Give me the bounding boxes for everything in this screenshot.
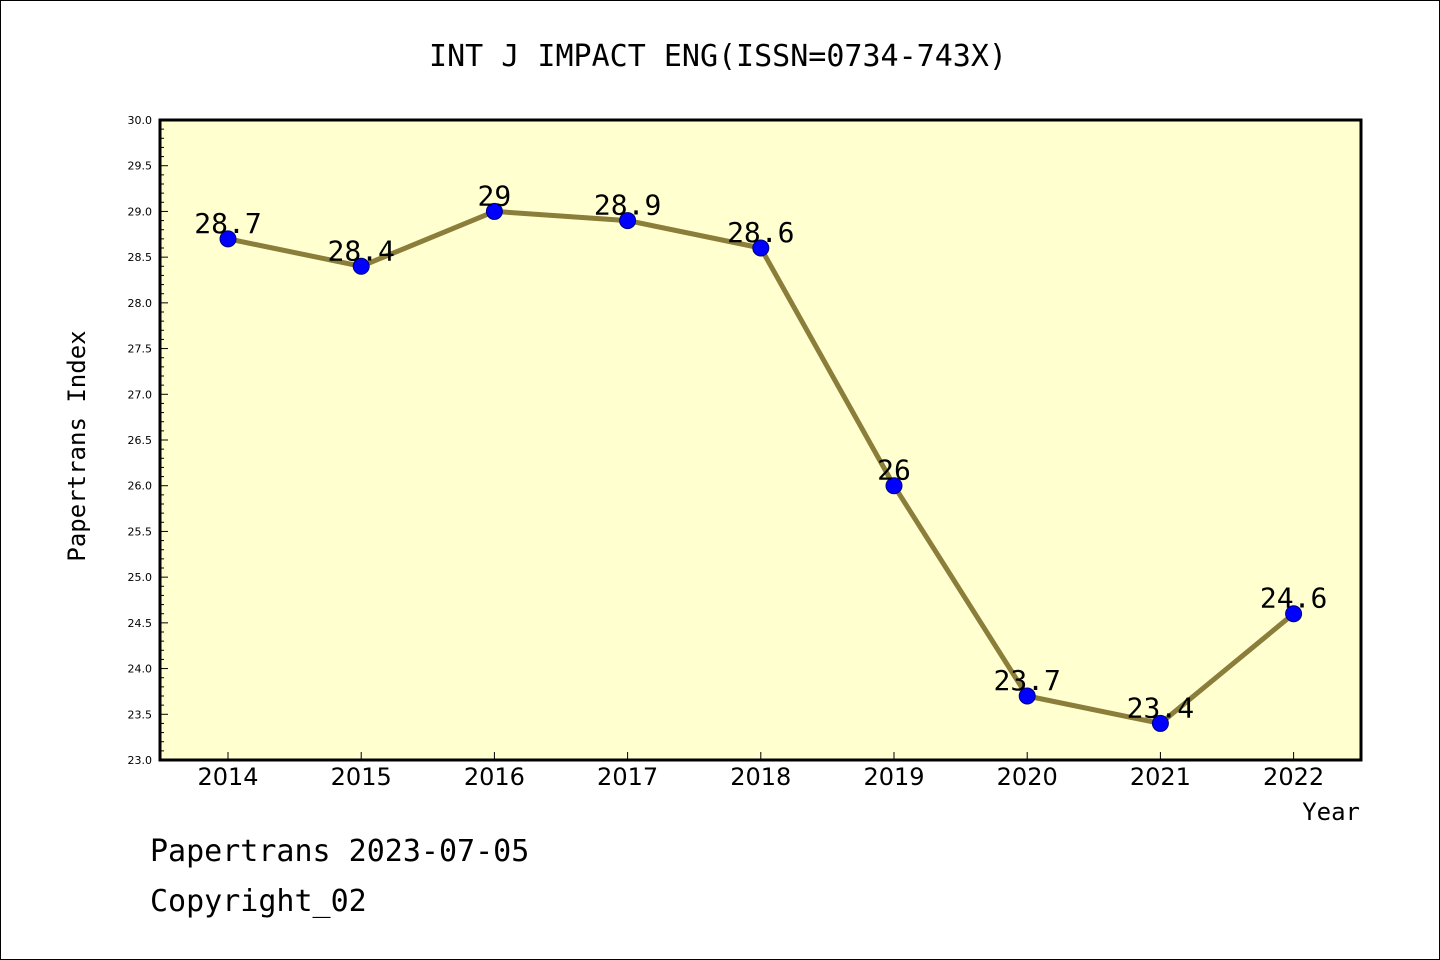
series-group: 28.7 28.4 29 28.9 28.6 26 23.7 23.4 24.6: [194, 179, 1327, 732]
y-tick-label: 28.5: [128, 251, 153, 264]
data-point: [352, 257, 370, 275]
data-label: 26: [877, 454, 911, 487]
data-label: 29: [478, 179, 512, 212]
data-label: 23.7: [993, 664, 1060, 697]
data-label: 28.9: [594, 189, 661, 222]
x-tick-label: 2022: [1263, 763, 1324, 791]
footer-date: Papertrans 2023-07-05: [150, 834, 530, 869]
x-tick-label: 2019: [863, 763, 924, 791]
y-axis: 23.0 23.5 24.0 24.5 25.0 25.5 26.0 26.5 27.0 27.5…: [128, 114, 168, 767]
y-tick-label: 30.0: [128, 114, 153, 127]
y-tick-label: 27.0: [128, 388, 153, 401]
y-tick-label: 29.0: [128, 205, 153, 218]
data-point: [752, 239, 770, 257]
data-point: [1151, 714, 1169, 732]
data-point: [1018, 687, 1036, 705]
y-tick-label: 23.0: [128, 754, 153, 767]
data-label: 28.7: [194, 207, 261, 240]
y-tick-label: 25.5: [128, 525, 153, 538]
data-point: [885, 477, 903, 495]
x-tick-label: 2020: [997, 763, 1058, 791]
y-tick-label: 25.0: [128, 571, 153, 584]
footer-copyright: Copyright_02: [150, 884, 367, 919]
x-axis-label: Year: [1302, 798, 1360, 826]
x-tick-label: 2021: [1130, 763, 1191, 791]
data-point: [619, 212, 637, 230]
x-tick-label: 2014: [197, 763, 258, 791]
x-tick-label: 2016: [464, 763, 525, 791]
data-label: 28.6: [727, 216, 794, 249]
plot-area: [158, 118, 1363, 762]
y-tick-label: 28.0: [128, 297, 153, 310]
x-tick-label: 2018: [730, 763, 791, 791]
data-point: [219, 230, 237, 248]
y-tick-label: 29.5: [128, 160, 153, 173]
y-tick-label: 26.0: [128, 480, 153, 493]
data-label: 28.4: [327, 234, 394, 267]
data-point: [1285, 605, 1303, 623]
data-label: 24.6: [1260, 582, 1327, 615]
x-tick-label: 2015: [331, 763, 392, 791]
x-axis: 2014 2015 2016 2017 2018 2019 2020 2021 2022: [197, 752, 1324, 791]
y-tick-label: 26.5: [128, 434, 153, 447]
y-tick-label: 27.5: [128, 343, 153, 356]
data-point: [485, 202, 503, 220]
data-label: 23.4: [1127, 691, 1194, 724]
y-tick-label: 23.5: [128, 708, 153, 721]
y-tick-label: 24.0: [128, 663, 153, 676]
chart-title: INT J IMPACT ENG(ISSN=0734-743X): [429, 39, 1007, 74]
x-tick-label: 2017: [597, 763, 658, 791]
y-axis-label: Papertrans Index: [63, 330, 91, 561]
y-tick-label: 24.5: [128, 617, 153, 630]
